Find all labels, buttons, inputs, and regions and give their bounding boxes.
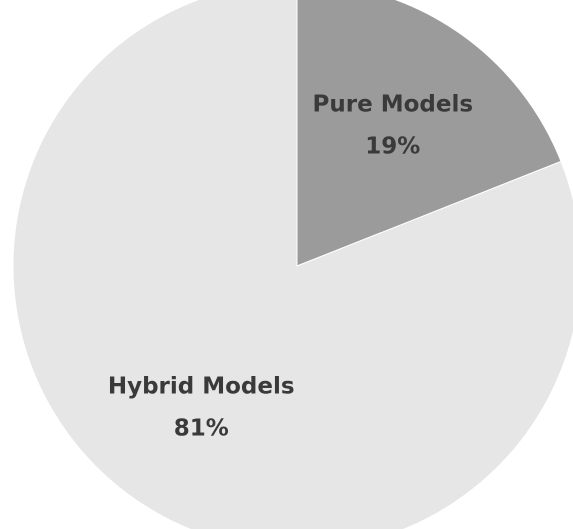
slice-label: Hybrid Models xyxy=(108,373,295,399)
pie-slice xyxy=(12,0,573,529)
slice-value-label: 19% xyxy=(365,134,420,160)
slice-value-label: 81% xyxy=(174,415,229,441)
pie-slice xyxy=(296,0,562,267)
slice-label: Pure Models xyxy=(313,92,474,118)
